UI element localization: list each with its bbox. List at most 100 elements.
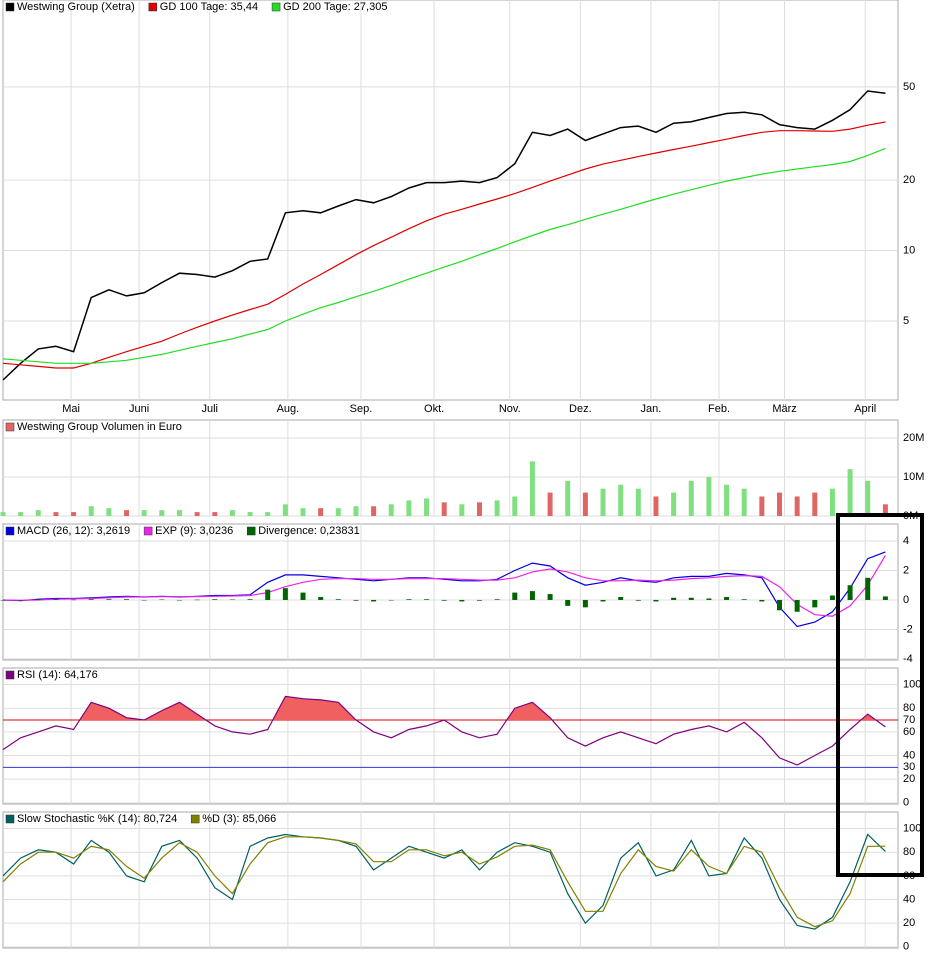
legend-label: GD 100 Tage: 35,44	[160, 1, 258, 13]
panel-frame	[2, 0, 899, 401]
bar	[300, 592, 306, 600]
bar	[406, 599, 412, 600]
legend-swatch	[190, 814, 200, 824]
bar	[406, 500, 412, 516]
y-tick-label: 20M	[903, 432, 924, 444]
x-tick-label: Dez.	[569, 403, 592, 415]
legend-label: Westwing Group Volumen in Euro	[17, 421, 182, 433]
bar	[847, 469, 853, 516]
x-tick-label: Juni	[129, 403, 149, 415]
legend-swatch	[246, 526, 256, 536]
y-tick-label: 20	[903, 773, 915, 785]
bar	[777, 599, 783, 611]
bar	[812, 599, 818, 608]
series-line	[2, 90, 886, 381]
bar	[618, 597, 624, 600]
bar	[512, 592, 518, 600]
bar	[194, 512, 200, 516]
series-line	[2, 833, 886, 930]
bar	[335, 599, 341, 600]
y-tick-label: 2	[903, 564, 909, 576]
bar	[600, 488, 606, 516]
bar	[759, 496, 765, 516]
bar	[671, 492, 677, 516]
legend-label: %D (3): 85,066	[202, 813, 276, 825]
y-tick-label: 80	[903, 702, 915, 714]
bar	[706, 598, 712, 600]
bar	[653, 496, 659, 516]
x-tick-label: Jan.	[641, 403, 662, 415]
bar	[424, 599, 430, 600]
y-tick-label: 10M	[903, 471, 924, 483]
bar	[618, 484, 624, 516]
y-tick-label: -4	[903, 653, 913, 665]
y-tick-label: 40	[903, 893, 915, 905]
bar	[847, 585, 853, 600]
bar	[194, 599, 200, 601]
bar	[635, 488, 641, 516]
bar	[53, 599, 59, 600]
x-tick-label: Feb.	[708, 403, 730, 415]
bar	[582, 492, 588, 516]
bar	[0, 599, 6, 601]
bar	[318, 508, 324, 516]
legend-swatch	[148, 2, 158, 12]
y-tick-label: 4	[903, 535, 909, 547]
x-tick-label: Aug.	[277, 403, 300, 415]
legend-swatch	[5, 2, 15, 12]
bar	[777, 492, 783, 516]
bar	[724, 484, 730, 516]
x-tick-label: Mai	[62, 403, 80, 415]
bar	[71, 599, 77, 601]
legend-label: MACD (26, 12): 3,2619	[17, 525, 130, 537]
bar	[865, 577, 871, 600]
overbought-area	[79, 696, 876, 721]
x-tick-label: Juli	[201, 403, 218, 415]
legend-swatch	[5, 814, 15, 824]
series-line	[2, 147, 886, 364]
bar	[300, 508, 306, 516]
bar	[441, 502, 447, 516]
bar	[812, 492, 818, 516]
bar	[494, 599, 500, 600]
bar	[459, 599, 465, 602]
legend-swatch	[271, 2, 281, 12]
legend-label: Divergence: 0,23831	[258, 525, 360, 537]
bar	[688, 597, 694, 600]
y-tick-label: 20	[903, 174, 915, 186]
y-tick-label: 20	[903, 917, 915, 929]
legend-swatch	[5, 670, 15, 680]
bar	[318, 597, 324, 600]
x-tick-label: April	[854, 403, 876, 415]
x-tick-label: Sep.	[350, 403, 373, 415]
y-tick-label: 100	[903, 822, 921, 834]
y-tick-label: 5	[903, 315, 909, 327]
legend-label: GD 200 Tage: 27,305	[283, 1, 387, 13]
bar	[476, 599, 482, 601]
x-tick-label: März	[772, 403, 796, 415]
legend-label: RSI (14): 64,176	[17, 669, 98, 681]
legend-swatch	[5, 526, 15, 536]
bar	[882, 596, 888, 600]
bar	[247, 512, 253, 516]
bar	[282, 504, 288, 516]
bar	[882, 504, 888, 516]
bar	[141, 599, 147, 601]
bar	[653, 599, 659, 602]
bar	[582, 599, 588, 608]
bar	[794, 496, 800, 516]
legend-label: EXP (9): 3,0236	[155, 525, 233, 537]
y-tick-label: 40	[903, 749, 915, 761]
bar	[388, 599, 394, 601]
bar	[176, 510, 182, 516]
bar	[741, 488, 747, 516]
bar	[88, 599, 94, 600]
y-tick-label: 0	[903, 941, 909, 953]
bar	[265, 512, 271, 516]
bar	[371, 599, 377, 602]
bar	[529, 461, 535, 516]
bar	[106, 599, 112, 600]
bar	[741, 599, 747, 600]
bar	[176, 599, 182, 601]
